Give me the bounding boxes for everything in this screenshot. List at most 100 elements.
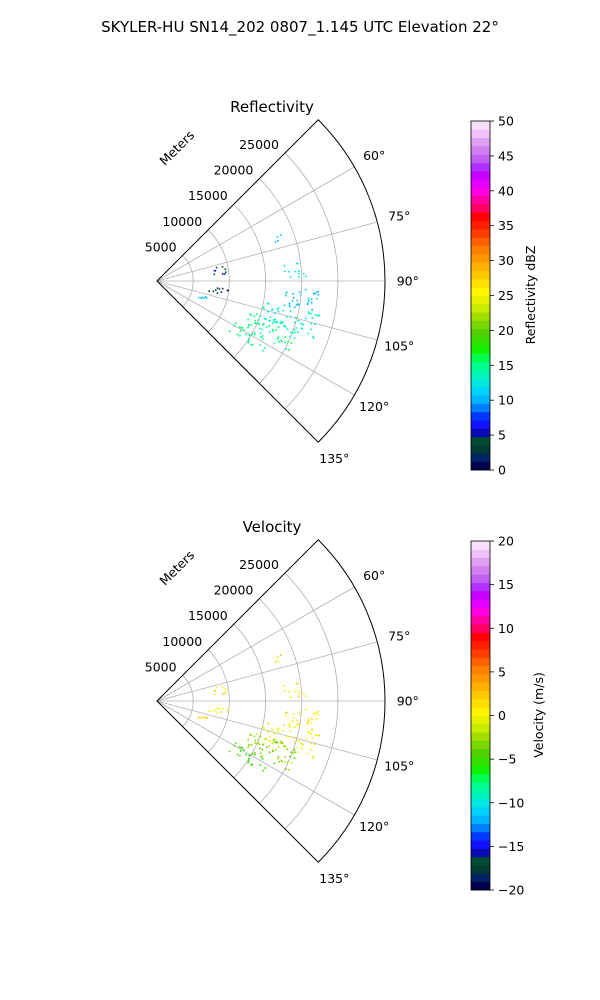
echo-gate — [315, 711, 318, 714]
echo-gate — [312, 757, 315, 759]
colorbar-segment — [471, 607, 490, 617]
echo-gate — [314, 314, 317, 316]
echo-gate — [267, 722, 270, 725]
echo-gate — [218, 708, 221, 710]
echo-gate — [264, 347, 266, 349]
echo-gate — [239, 750, 242, 752]
colorbar-segment — [471, 698, 490, 708]
colorbar-tick-label: 0 — [498, 708, 506, 723]
echo-gate — [253, 735, 256, 737]
azimuth-tick-label: 120° — [359, 399, 389, 414]
echo-gate — [282, 741, 284, 743]
echo-gate — [256, 733, 258, 735]
colorbar-segment — [471, 649, 490, 658]
echo-gate — [259, 764, 262, 766]
echo-gate — [268, 331, 271, 334]
echo-gate — [284, 341, 286, 344]
echo-gate — [268, 740, 271, 742]
azimuth-grid-line — [156, 221, 378, 282]
echo-gate — [310, 328, 312, 331]
echo-gate — [276, 236, 279, 238]
echo-gate — [317, 713, 320, 716]
echo-gate — [263, 317, 266, 320]
echo-gate — [224, 688, 227, 691]
echo-gate — [247, 318, 249, 321]
echo-gate — [310, 748, 312, 751]
echo-gate — [296, 262, 298, 265]
range-tick-label: 10000 — [162, 214, 202, 229]
echo-gate — [298, 692, 301, 695]
echo-gate — [220, 711, 223, 713]
echo-gate — [262, 323, 264, 326]
echo-gate — [201, 716, 203, 719]
echo-gate — [279, 742, 282, 745]
echo-gate — [220, 291, 223, 293]
colorbar-segment — [471, 549, 490, 559]
colorbar-segment — [471, 599, 490, 608]
colorbar-segment — [471, 798, 490, 808]
echo-gate — [288, 302, 291, 305]
echo-gate — [266, 746, 268, 748]
echo-gate — [262, 769, 264, 772]
echo-gate — [312, 712, 315, 715]
echo-gate — [212, 290, 215, 293]
echo-gate — [268, 751, 271, 754]
echo-gate — [308, 299, 310, 302]
echo-gate — [268, 325, 271, 327]
echo-gate — [302, 693, 305, 695]
echo-gate — [288, 722, 291, 725]
echo-gate — [279, 654, 282, 656]
echo-gate — [297, 751, 299, 754]
echo-gate — [213, 269, 216, 272]
echo-gate — [253, 331, 256, 334]
azimuth-tick-label: 90° — [397, 274, 419, 289]
echo-gate — [201, 296, 203, 299]
echo-gate — [317, 293, 320, 296]
echo-gate — [221, 287, 224, 290]
colorbar-segment — [471, 881, 490, 891]
echo-gate — [317, 290, 319, 293]
echo-gate — [297, 740, 300, 742]
echo-gate — [240, 747, 243, 749]
colorbar-segment — [471, 781, 490, 791]
azimuth-tick-label: 75° — [388, 209, 410, 224]
colorbar-segment — [471, 673, 490, 683]
echo-gate — [283, 690, 286, 693]
echo-gate — [247, 326, 249, 329]
echo-gate — [280, 759, 283, 762]
echo-gate — [258, 743, 261, 746]
colorbar-tick-label: 0 — [498, 463, 506, 478]
echo-gate — [267, 730, 270, 733]
range-tick-label: 25000 — [239, 137, 279, 152]
echo-gate — [292, 293, 295, 295]
echo-gate — [224, 268, 227, 271]
azimuth-tick-label: 135° — [319, 871, 349, 886]
colorbar-segment — [471, 848, 490, 858]
echo-gate — [242, 329, 245, 331]
echo-gate — [284, 336, 287, 338]
echo-gate — [284, 714, 287, 717]
colorbar-segment — [471, 137, 490, 147]
echo-gate — [283, 304, 286, 307]
echo-gate — [276, 728, 279, 731]
echo-gate — [279, 234, 282, 236]
echo-gate — [254, 333, 256, 336]
echo-gate — [259, 735, 262, 738]
colorbar-segment — [471, 565, 490, 575]
azimuth-tick-label: 90° — [397, 694, 419, 709]
echo-gate — [284, 294, 287, 297]
echo-gate — [286, 315, 288, 318]
echo-gate — [277, 730, 280, 733]
echo-gate — [312, 755, 314, 758]
echo-gate — [236, 753, 239, 756]
colorbar-segment — [471, 395, 490, 404]
echo-gate — [294, 321, 296, 324]
colorbar-segment — [471, 162, 490, 172]
echo-gate — [312, 337, 315, 339]
azimuth-grid-line — [156, 700, 355, 816]
echo-gate — [289, 725, 291, 728]
azimuth-grid-line — [156, 280, 355, 396]
colorbar-label: Reflectivity dBZ — [523, 246, 538, 345]
echo-gate — [301, 747, 303, 750]
echo-gate — [277, 307, 280, 309]
